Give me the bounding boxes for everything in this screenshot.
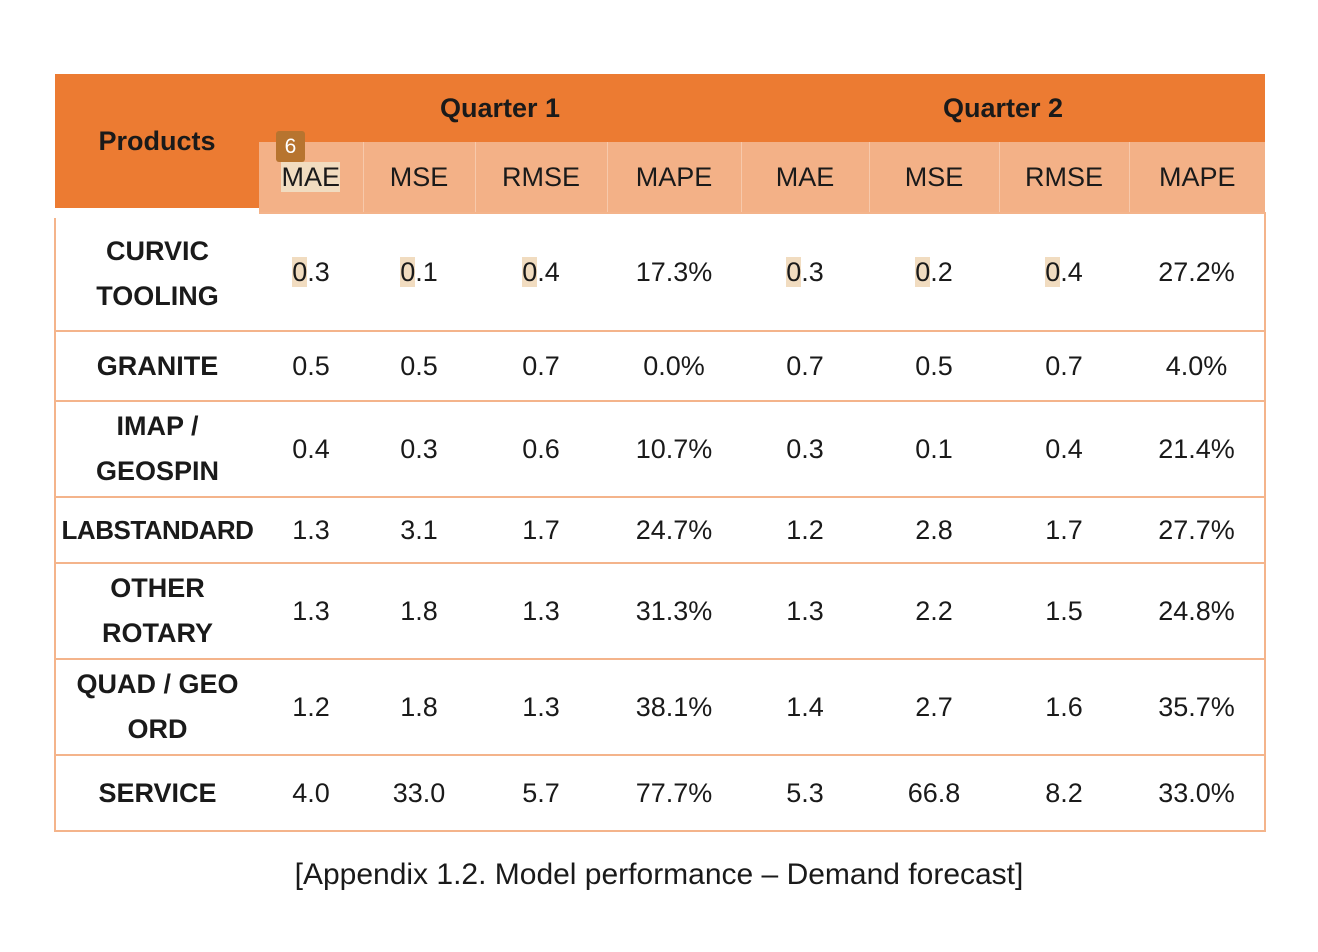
q1-mse-cell: 3.1 [363,496,475,563]
q2-mape-cell: 27.2% [1129,212,1266,331]
q1-rmse-cell: 1.3 [475,562,607,659]
table-row: LABSTANDARD 1.3 3.1 1.7 24.7% 1.2 2.8 1.… [54,496,1266,563]
q1-rmse-value: .4 [537,256,560,287]
q2-mae-cell: 0.3 [741,400,869,497]
q2-mse-cell: 2.8 [869,496,999,563]
q1-mape-cell: 38.1% [607,658,741,755]
q1-rmse-cell: 0.6 [475,400,607,497]
q2-rmse-header: RMSE [999,142,1130,213]
q1-mse-value: .1 [415,256,438,287]
q2-mae-cell: 0.7 [741,330,869,401]
q2-mae-cell: 1.2 [741,496,869,563]
quarter-2-header: Quarter 2 [741,74,1265,142]
annotation-badge[interactable]: 6 [276,131,305,162]
q2-mape-cell: 21.4% [1129,400,1266,497]
q1-mae-value: .3 [307,256,330,287]
table-row: IMAP / GEOSPIN 0.4 0.3 0.6 10.7% 0.3 0.1 … [54,400,1266,497]
q1-rmse-header: RMSE [475,142,608,213]
q2-mae-value: .3 [801,256,824,287]
q1-mse-cell: 33.0 [363,754,475,832]
q2-mape-cell: 27.7% [1129,496,1266,563]
q2-rmse-cell: 1.5 [999,562,1129,659]
table-row: QUAD / GEO ORD 1.2 1.8 1.3 38.1% 1.4 2.7 … [54,658,1266,755]
q1-rmse-cell: 5.7 [475,754,607,832]
product-name: OTHER ROTARY [54,562,259,659]
q1-mape-cell: 31.3% [607,562,741,659]
product-name: QUAD / GEO ORD [54,658,259,755]
q2-rmse-value: .4 [1060,256,1083,287]
q1-mae-cell: 4.0 [259,754,363,832]
q1-mape-cell: 77.7% [607,754,741,832]
q1-mae-cell: 1.3 [259,562,363,659]
q2-rmse-cell: 0.7 [999,330,1129,401]
q1-mse-cell: 0.3 [363,400,475,497]
q2-mse-cell: 0.5 [869,330,999,401]
q1-mse-cell: 0.1 [363,212,475,331]
table-row: SERVICE 4.0 33.0 5.7 77.7% 5.3 66.8 8.2 … [54,754,1266,832]
q2-mse-header: MSE [869,142,1000,213]
q2-rmse-cell: 8.2 [999,754,1129,832]
products-header: Products [55,74,259,218]
q2-mape-cell: 24.8% [1129,562,1266,659]
q1-mae-cell: 0.4 [259,400,363,497]
q1-rmse-cell: 1.7 [475,496,607,563]
q2-mae-cell: 0.3 [741,212,869,331]
q1-mse-cell: 1.8 [363,562,475,659]
q1-mape-cell: 10.7% [607,400,741,497]
q1-mae-cell: 0.5 [259,330,363,401]
q2-rmse-cell: 1.7 [999,496,1129,563]
q2-mape-cell: 33.0% [1129,754,1266,832]
q1-rmse-cell: 0.4 [475,212,607,331]
q1-mape-cell: 0.0% [607,330,741,401]
q1-mse-header: MSE [363,142,476,213]
product-name: SERVICE [54,754,259,832]
q2-rmse-cell: 0.4 [999,212,1129,331]
q2-mape-cell: 35.7% [1129,658,1266,755]
product-name: CURVIC TOOLING [54,212,259,331]
q1-rmse-cell: 1.3 [475,658,607,755]
q1-mape-header: MAPE [607,142,742,213]
q2-mape-header: MAPE [1129,142,1265,213]
q2-mse-cell: 2.7 [869,658,999,755]
q1-mape-cell: 17.3% [607,212,741,331]
q1-mae-cell: 0.3 [259,212,363,331]
q2-mae-cell: 5.3 [741,754,869,832]
quarter-1-header: Quarter 1 [259,74,741,142]
q2-mape-cell: 4.0% [1129,330,1266,401]
q1-mse-cell: 0.5 [363,330,475,401]
q2-rmse-cell: 1.6 [999,658,1129,755]
q2-mse-cell: 2.2 [869,562,999,659]
q2-mse-value: .2 [930,256,953,287]
q2-mse-cell: 0.2 [869,212,999,331]
product-name: IMAP / GEOSPIN [54,400,259,497]
table-row: GRANITE 0.5 0.5 0.7 0.0% 0.7 0.5 0.7 4.0… [54,330,1266,401]
model-performance-table-container: Products Quarter 1 Quarter 2 MAE MSE RMS… [54,74,1266,832]
product-name: GRANITE [54,330,259,401]
table-row: OTHER ROTARY 1.3 1.8 1.3 31.3% 1.3 2.2 1.… [54,562,1266,659]
q2-mse-cell: 66.8 [869,754,999,832]
q1-mse-cell: 1.8 [363,658,475,755]
q2-mae-cell: 1.4 [741,658,869,755]
q2-mse-cell: 0.1 [869,400,999,497]
table-row: CURVIC TOOLING 0.3 0.1 0.4 17.3% 0.3 0.2 … [54,212,1266,331]
q2-rmse-cell: 0.4 [999,400,1129,497]
product-name: LABSTANDARD [54,496,259,563]
q1-rmse-cell: 0.7 [475,330,607,401]
model-performance-table: Products Quarter 1 Quarter 2 MAE MSE RMS… [54,74,1266,832]
q1-mape-cell: 24.7% [607,496,741,563]
q1-mae-cell: 1.3 [259,496,363,563]
q2-mae-header: MAE [741,142,870,213]
q1-mae-cell: 1.2 [259,658,363,755]
q1-mae-header: MAE [259,142,364,213]
q2-mae-cell: 1.3 [741,562,869,659]
table-caption: [Appendix 1.2. Model performance – Deman… [294,858,1024,891]
